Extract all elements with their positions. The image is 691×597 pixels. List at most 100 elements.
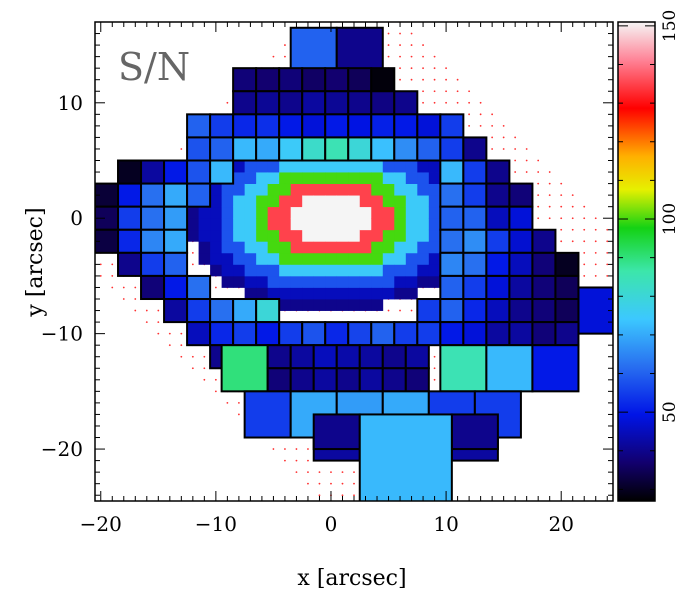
x-tick-label: 10 [433, 512, 458, 536]
center-pixel-bin [382, 195, 395, 208]
center-pixel-bin [405, 206, 418, 219]
sample-dot [537, 159, 540, 162]
center-pixel-bin [394, 287, 407, 300]
center-pixel-bin [417, 218, 430, 231]
center-pixel-bin [336, 287, 349, 300]
center-pixel-bin [428, 252, 441, 265]
sample-dot [433, 78, 436, 81]
center-pixel-bin [417, 241, 430, 254]
center-pixel-bin [405, 172, 418, 184]
sample-dot [237, 401, 240, 404]
sample-dot [122, 298, 125, 300]
center-pixel-bin [394, 206, 407, 219]
sample-dot [157, 332, 160, 335]
axis-ticks: −20 −10 0 10 20 −20 −10 0 10 [41, 21, 613, 536]
center-pixel-bin [267, 183, 280, 196]
center-pixel-bin [244, 172, 257, 184]
center-pixel-bin [359, 241, 372, 254]
voronoi-bin [335, 367, 361, 393]
voronoi-bin [439, 321, 465, 347]
sample-dot [606, 275, 609, 277]
center-pixel-bin [279, 229, 292, 242]
center-pixel-bin [348, 206, 361, 219]
center-pixel-bin [290, 275, 303, 288]
center-pixel-bin [290, 241, 303, 254]
sample-dot [456, 78, 459, 81]
sample-dot [468, 113, 471, 116]
sample-dot [560, 228, 563, 231]
voronoi-bin [163, 205, 189, 231]
center-pixel-bin [279, 287, 292, 300]
sample-dot [387, 32, 390, 35]
sample-dot [295, 448, 298, 450]
center-pixel-bin [371, 160, 384, 173]
sample-dot [295, 471, 298, 474]
center-pixel-bin [256, 264, 269, 277]
voronoi-bin [508, 205, 534, 231]
sample-dot [445, 78, 447, 81]
voronoi-bin [209, 113, 235, 139]
center-pixel-bin [405, 195, 418, 208]
center-pixel-bin [382, 252, 395, 265]
voronoi-bin [508, 321, 534, 347]
voronoi-bin [209, 298, 235, 324]
voronoi-bin [140, 274, 166, 301]
sample-dot [134, 298, 137, 300]
center-pixel-bin [348, 241, 361, 254]
voronoi-bin [209, 136, 235, 162]
center-pixel-bin [371, 172, 384, 184]
center-pixel-bin [336, 264, 349, 277]
center-pixel-bin [359, 275, 372, 288]
center-pixel-bin [325, 195, 338, 208]
sample-dot [203, 378, 206, 381]
sample-dot [330, 506, 332, 508]
x-tick-label: 20 [548, 512, 573, 536]
center-pixel-bin [198, 206, 211, 219]
center-pixel-bin [417, 172, 430, 184]
voronoi-bin [220, 344, 269, 393]
chart-title: S/N [118, 45, 190, 89]
sample-dot [353, 506, 355, 508]
voronoi-bin [485, 298, 511, 324]
voronoi-bin [462, 321, 488, 347]
voronoi-bin [462, 298, 488, 324]
center-pixel-bin [348, 172, 361, 184]
voronoi-bin [554, 298, 580, 324]
center-pixel-bin [382, 172, 395, 184]
sample-dot [548, 194, 551, 197]
center-pixel-bin [394, 229, 407, 242]
center-pixel-bin [394, 183, 407, 196]
sample-dot [191, 367, 194, 370]
voronoi-bin [255, 321, 281, 347]
center-pixel-bin [267, 206, 280, 219]
voronoi-bin [347, 67, 373, 93]
voronoi-bin [393, 136, 419, 162]
sample-dot [594, 251, 597, 254]
center-pixel-bin [210, 206, 223, 219]
center-pixel-bin [348, 229, 361, 242]
center-pixel-bin [210, 183, 223, 196]
center-pixel-bin [267, 252, 280, 265]
center-pixel-bin [290, 206, 303, 219]
center-pixel-bin [359, 299, 372, 311]
sample-dot [307, 459, 309, 462]
sample-dot [168, 344, 171, 347]
center-pixel-bin [221, 264, 234, 277]
sample-dot [134, 309, 137, 312]
voronoi-bin [462, 251, 488, 277]
center-pixel-bin [348, 183, 361, 196]
sample-dot [111, 286, 114, 289]
sample-dot [583, 263, 586, 266]
voronoi-bin [416, 113, 442, 139]
voronoi-bin [278, 67, 304, 93]
center-pixel-bin [244, 241, 257, 254]
center-pixel-bin [359, 206, 372, 219]
center-pixel-bin [302, 206, 315, 219]
center-pixel-bin [302, 195, 315, 208]
sample-dot [502, 124, 505, 127]
center-pixel-bin [371, 218, 384, 231]
voronoi-bin [370, 67, 396, 93]
center-pixel-bin [371, 195, 384, 208]
center-pixel-bin [290, 183, 303, 196]
colorbar-tick-label: 150 [660, 10, 680, 42]
